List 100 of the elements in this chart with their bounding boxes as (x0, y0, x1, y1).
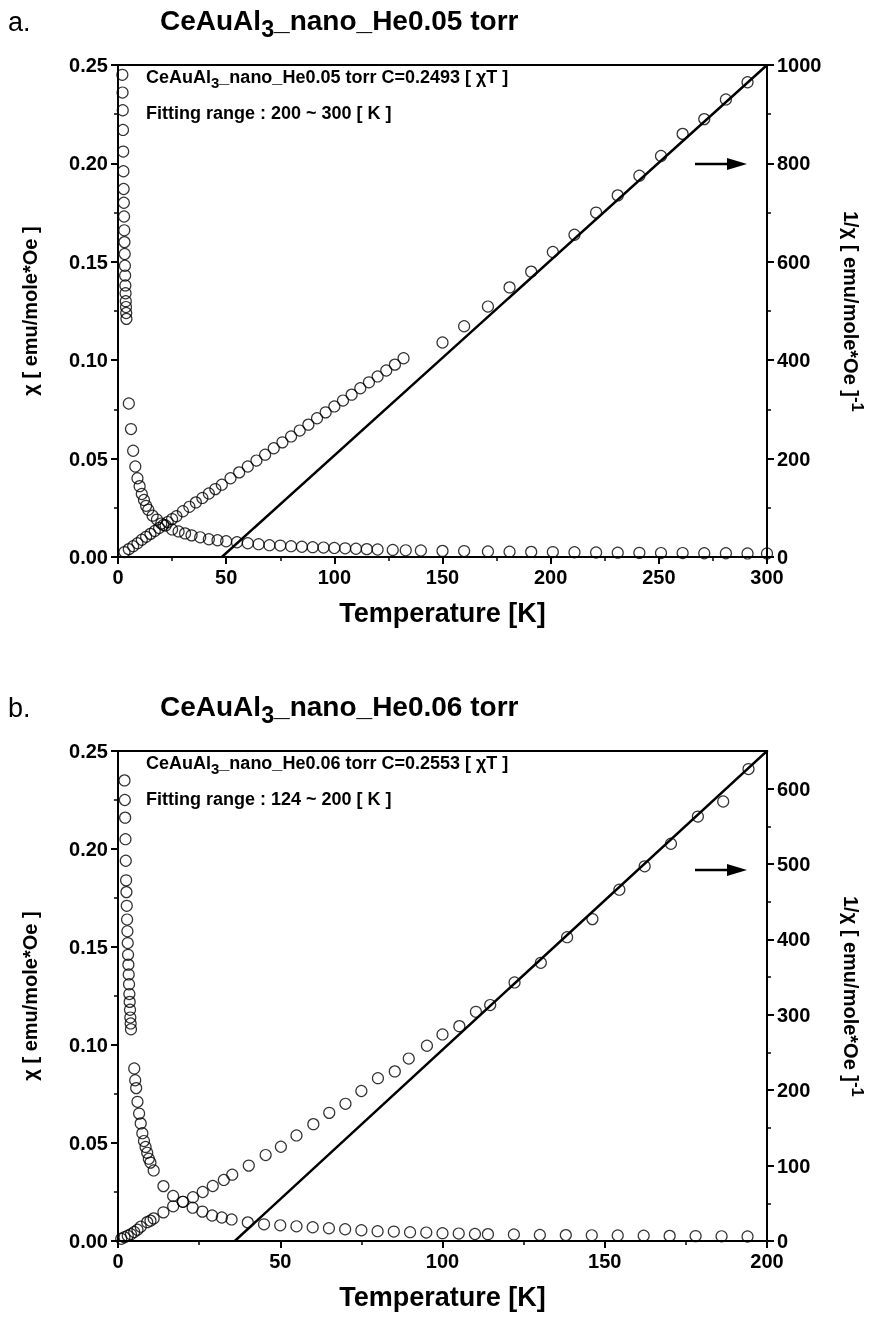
point (140, 530, 153, 543)
point (380, 364, 393, 377)
point (420, 1039, 434, 1052)
y-tick-label: 0.05 (69, 1132, 108, 1154)
point (388, 358, 402, 371)
point (664, 837, 678, 850)
x-tick-label: 300 (750, 566, 784, 588)
point (302, 418, 315, 431)
point (209, 483, 222, 496)
y2-tick-label: 300 (777, 1003, 811, 1026)
point (170, 510, 183, 523)
point (339, 1097, 352, 1110)
y2-tick-label: 0 (777, 1230, 789, 1252)
point (388, 1065, 401, 1078)
x-axis-title: Temperature [K] (339, 597, 546, 628)
x-tick-label: 150 (425, 566, 460, 588)
y-tick-label: 0.25 (69, 54, 108, 76)
point (153, 521, 166, 535)
point (241, 460, 254, 473)
point (354, 382, 367, 395)
y2-tick-label: 1000 (777, 54, 822, 76)
point (290, 1129, 303, 1142)
annotation: Fitting range : 124 ~ 200 [ K ] (146, 789, 392, 810)
point (259, 1148, 272, 1162)
y2-tick-label: 400 (777, 928, 811, 951)
point (534, 956, 547, 969)
x-tick-label: 250 (642, 566, 676, 588)
point (224, 472, 237, 485)
point (371, 370, 384, 383)
y-tick-label: 0.00 (69, 1230, 108, 1252)
point (196, 1185, 209, 1199)
point (186, 1191, 200, 1204)
point (633, 169, 646, 182)
text: a. (8, 7, 31, 38)
point (259, 448, 272, 461)
point (355, 1084, 368, 1098)
y-tick-label: 0.20 (69, 152, 108, 175)
point (122, 543, 135, 556)
y-tick-label: 0.15 (69, 936, 108, 958)
x-tick-label: 50 (215, 566, 238, 588)
y-tick-label: 0.10 (69, 1034, 108, 1056)
y2-tick-label: 800 (777, 152, 811, 175)
point (611, 189, 624, 202)
point (336, 394, 350, 407)
point (484, 998, 497, 1012)
point (717, 795, 730, 808)
point (165, 513, 179, 526)
point (469, 1005, 483, 1018)
annotation: Fitting range : 200 ~ 300 [ K ] (146, 103, 392, 124)
y2-tick-label: 400 (777, 349, 811, 372)
point (217, 1173, 230, 1187)
point (127, 540, 140, 553)
point (698, 113, 711, 126)
y2-tick-label: 600 (777, 777, 811, 800)
x-tick-label: 200 (750, 1250, 784, 1272)
annotation: CeAuAl$_{3}$_nano_He0.05 torr C=0.2493 [ χT ] (146, 67, 509, 91)
text: b. (8, 693, 31, 724)
annotation: CeAuAl$_{3}$_nano_He0.06 torr C=0.2553 [ χT ] (146, 753, 509, 777)
point (157, 518, 170, 532)
point (157, 1206, 170, 1219)
point (719, 93, 732, 106)
point (323, 1106, 336, 1119)
point (402, 1052, 415, 1065)
point (613, 883, 626, 896)
point (307, 1118, 320, 1131)
point (215, 478, 228, 491)
point (233, 466, 246, 479)
point (590, 206, 603, 219)
point (124, 1228, 138, 1241)
point (741, 76, 754, 89)
point (176, 1195, 189, 1208)
point (144, 527, 157, 540)
point (508, 976, 521, 989)
y-axis-title: χ [ emu/mole*Oe ] (19, 911, 41, 1081)
point (561, 931, 574, 944)
point (118, 545, 131, 559)
point (546, 245, 559, 259)
x-tick-label: 100 (425, 1250, 460, 1272)
point (503, 281, 516, 294)
point (293, 424, 306, 437)
point (481, 300, 495, 313)
point (453, 1020, 466, 1033)
point (345, 388, 358, 401)
point (586, 913, 599, 926)
point (284, 430, 298, 443)
point (436, 1028, 449, 1041)
x-tick-label: 50 (269, 1250, 292, 1272)
y2-tick-label: 500 (777, 853, 811, 876)
x-tick-label: 200 (533, 566, 568, 588)
point (436, 336, 449, 349)
y-tick-label: 0.05 (69, 447, 108, 470)
point (148, 524, 161, 538)
y2-tick-label: 0 (777, 546, 789, 568)
point (742, 762, 755, 776)
point (135, 533, 148, 546)
y2-tick-label: 600 (777, 250, 811, 273)
y-axis-title: χ [ emu/mole*Oe ] (19, 226, 41, 396)
point (196, 491, 209, 505)
point (691, 810, 704, 823)
y-tick-label: 0.00 (69, 546, 108, 568)
